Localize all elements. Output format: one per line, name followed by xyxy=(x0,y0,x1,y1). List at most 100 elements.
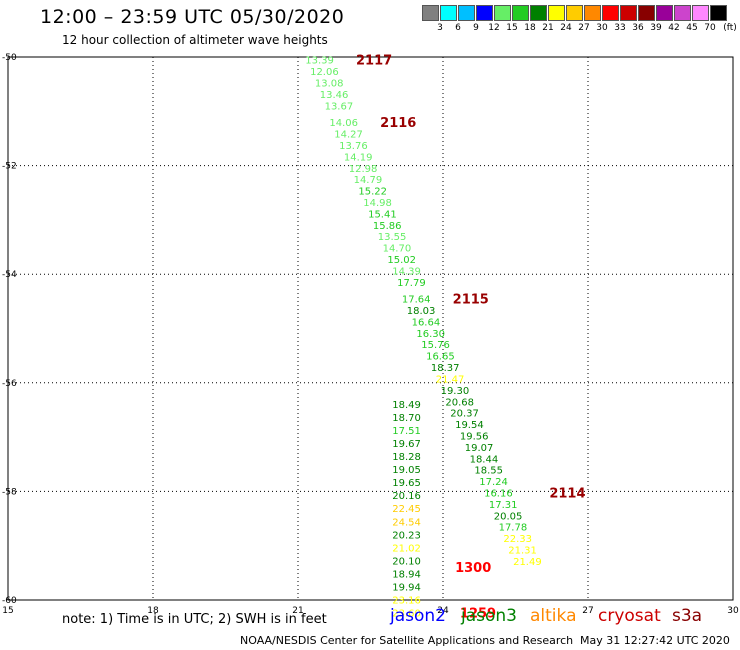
wave-height-label: 21.47 xyxy=(436,374,465,385)
time-label: 2115 xyxy=(453,293,489,308)
y-tick-label: -56 xyxy=(2,379,17,389)
scale-swatch xyxy=(422,5,439,21)
y-tick-label: -50 xyxy=(2,53,17,63)
scale-swatch xyxy=(692,5,709,21)
wave-height-label: 13.76 xyxy=(339,141,368,152)
scale-swatch xyxy=(512,5,529,21)
wave-height-label: 17.31 xyxy=(489,500,518,511)
scale-label: 45 xyxy=(686,23,698,33)
wave-height-label: 14.79 xyxy=(354,175,383,186)
scale-unit-label: (ft) xyxy=(723,23,737,33)
scale-swatch xyxy=(674,5,691,21)
scale-label: 21 xyxy=(542,23,554,33)
wave-height-label: 15.41 xyxy=(368,209,397,220)
satellite-legend-item: altika xyxy=(530,606,577,626)
scale-label: 39 xyxy=(650,23,662,33)
y-tick-label: -60 xyxy=(2,596,17,606)
wave-height-label: 22.45 xyxy=(392,504,421,515)
wave-height-label: 13.67 xyxy=(325,101,354,112)
wave-height-label: 20.16 xyxy=(392,491,421,502)
time-label: 1300 xyxy=(455,561,491,576)
scale-label: 42 xyxy=(668,23,680,33)
wave-height-label: 18.55 xyxy=(474,466,503,477)
scale-label: 12 xyxy=(488,23,500,33)
wave-height-label: 15.02 xyxy=(387,255,416,266)
time-label: 2116 xyxy=(380,116,416,131)
wave-height-label: 20.05 xyxy=(494,511,523,522)
wave-height-label: 13.39 xyxy=(305,56,334,67)
wave-height-label: 17.51 xyxy=(392,426,421,437)
wave-height-label: 17.78 xyxy=(499,523,528,534)
wave-height-label: 15.76 xyxy=(421,340,450,351)
wave-height-label: 22.33 xyxy=(503,534,532,545)
satellite-legend-item: cryosat xyxy=(598,606,661,626)
wave-height-label: 21.49 xyxy=(513,557,542,568)
scale-swatch xyxy=(638,5,655,21)
wave-height-label: 15.86 xyxy=(373,221,402,232)
wave-height-label: 19.65 xyxy=(392,478,421,489)
wave-height-label: 19.67 xyxy=(392,439,421,450)
wave-height-label: 20.23 xyxy=(392,530,421,541)
wave-height-label: 16.16 xyxy=(484,488,513,499)
scale-label: 36 xyxy=(632,23,644,33)
wave-height-label: 17.79 xyxy=(397,278,426,289)
wave-height-label: 17.24 xyxy=(479,477,508,488)
wave-height-label: 18.44 xyxy=(470,454,499,465)
wave-height-label: 14.98 xyxy=(363,198,392,209)
wave-height-label: 14.27 xyxy=(334,130,363,141)
x-tick-label: 21 xyxy=(292,606,303,616)
wave-height-label: 24.54 xyxy=(392,517,421,528)
wave-height-label: 19.56 xyxy=(460,431,489,442)
y-tick-label: -52 xyxy=(2,162,17,172)
wave-height-label: 14.70 xyxy=(383,244,412,255)
scale-swatch xyxy=(710,5,727,21)
scale-label: 9 xyxy=(473,23,479,33)
wave-height-label: 14.39 xyxy=(392,266,421,277)
wave-height-label: 18.37 xyxy=(431,363,460,374)
scale-swatch xyxy=(566,5,583,21)
x-tick-label: 18 xyxy=(147,606,159,616)
wave-height-label: 18.03 xyxy=(407,306,436,317)
satellite-legend-item: jason2 xyxy=(390,606,446,626)
wave-height-label: 13.08 xyxy=(315,79,344,90)
wave-height-label: 13.55 xyxy=(378,232,407,243)
satellite-legend-item: s3a xyxy=(672,606,703,626)
wave-height-label: 19.30 xyxy=(441,386,470,397)
chart-subtitle: 12 hour collection of altimeter wave hei… xyxy=(62,33,328,47)
wave-height-label: 20.37 xyxy=(450,409,479,420)
x-tick-label: 15 xyxy=(2,606,13,616)
wave-height-label: 16.65 xyxy=(426,352,455,363)
scale-label: 27 xyxy=(578,23,590,33)
time-label: 2114 xyxy=(549,486,585,501)
wave-height-label: 18.49 xyxy=(392,400,421,411)
scale-swatch xyxy=(584,5,601,21)
wave-height-label: 19.54 xyxy=(455,420,484,431)
chart-title: 12:00 – 23:59 UTC 05/30/2020 xyxy=(40,6,345,28)
scale-swatch xyxy=(458,5,475,21)
x-tick-label: 30 xyxy=(727,606,739,616)
time-label: 2117 xyxy=(356,54,392,69)
wave-height-label: 15.22 xyxy=(358,187,387,198)
y-tick-label: -54 xyxy=(2,270,17,280)
wave-height-label: 21.31 xyxy=(508,546,537,557)
wave-height-label: 20.10 xyxy=(392,556,421,567)
wave-height-label: 19.94 xyxy=(392,582,421,593)
wave-height-label: 14.06 xyxy=(329,118,358,129)
scale-label: 33 xyxy=(614,23,626,33)
scale-swatch xyxy=(602,5,619,21)
wave-height-label: 21.02 xyxy=(392,543,421,554)
wave-height-label: 12.06 xyxy=(310,67,339,78)
wave-height-label: 18.94 xyxy=(392,569,421,580)
scale-label: 24 xyxy=(560,23,572,33)
wave-height-label: 18.28 xyxy=(392,452,421,463)
scale-label: 70 xyxy=(704,23,716,33)
wave-height-label: 23.60 xyxy=(392,608,421,619)
wave-height-label: 19.05 xyxy=(392,465,421,476)
scale-swatch xyxy=(548,5,565,21)
scale-label: 6 xyxy=(455,23,461,33)
wave-height-label: 14.19 xyxy=(344,152,373,163)
scale-swatch xyxy=(494,5,511,21)
wave-height-label: 18.70 xyxy=(392,413,421,424)
time-label: 1259 xyxy=(460,606,496,621)
x-tick-label: 27 xyxy=(582,606,593,616)
